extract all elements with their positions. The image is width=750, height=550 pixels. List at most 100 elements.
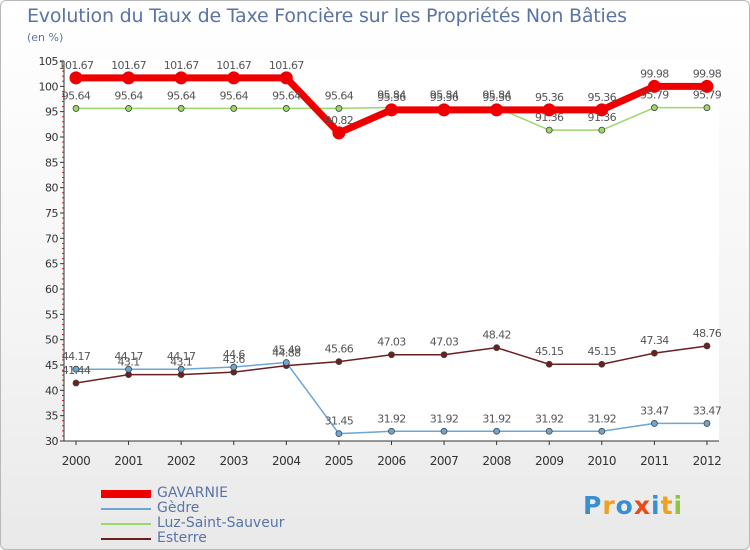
point-gavarnie xyxy=(595,103,609,117)
y-minor-tick xyxy=(62,70,64,72)
point-esterre xyxy=(598,360,606,368)
data-label-esterre: 47.03 xyxy=(377,336,406,349)
data-label-luz-saint-sauveur: 95.64 xyxy=(114,89,143,102)
y-minor-tick xyxy=(62,293,64,295)
point-g-dre xyxy=(335,430,343,438)
y-minor-tick xyxy=(62,278,64,280)
x-tick-label: 2002 xyxy=(167,454,196,468)
data-label-gavarnie: 101.67 xyxy=(111,59,146,72)
y-tick-label: 40 xyxy=(45,384,58,397)
y-minor-tick xyxy=(62,156,64,158)
point-esterre xyxy=(493,344,501,352)
y-minor-tick xyxy=(62,273,64,275)
y-tick-label: 45 xyxy=(45,359,58,372)
x-tick-label: 2010 xyxy=(588,454,617,468)
data-label-esterre: 47.34 xyxy=(640,334,669,347)
y-minor-tick xyxy=(62,334,64,336)
y-tick-label: 105 xyxy=(39,55,59,68)
y-minor-tick xyxy=(62,177,64,179)
y-tick-label: 65 xyxy=(45,258,58,271)
y-minor-tick xyxy=(62,405,64,407)
legend-item-esterre: Esterre xyxy=(101,530,341,546)
data-label-g-dre: 44.17 xyxy=(114,350,143,363)
data-label-esterre: 41.44 xyxy=(62,364,91,377)
point-g-dre xyxy=(388,427,395,435)
legend-swatch xyxy=(101,508,151,510)
legend-swatch xyxy=(101,523,151,525)
y-minor-tick xyxy=(62,394,64,396)
data-labels: 41.44 43.1 43.1 43.6 44.88 45.66 47.03 47.03 48.… xyxy=(59,59,723,428)
x-tick-label: 2001 xyxy=(114,454,143,468)
data-label-luz-saint-sauveur: 95.64 xyxy=(219,89,248,102)
data-label-esterre: 45.66 xyxy=(325,343,354,356)
legend-swatch xyxy=(101,490,151,498)
data-label-gavarnie: 90.82 xyxy=(325,114,354,127)
y-minor-tick xyxy=(62,354,64,356)
y-minor-tick xyxy=(62,435,64,437)
point-g-dre xyxy=(440,427,448,435)
data-label-luz-saint-sauveur: 95.64 xyxy=(167,89,196,102)
y-minor-tick xyxy=(62,349,64,351)
legend-label: Luz-Saint-Sauveur xyxy=(157,515,285,531)
point-esterre xyxy=(72,379,80,387)
logo-letter: i xyxy=(673,491,684,520)
data-label-esterre: 48.42 xyxy=(482,329,511,342)
y-minor-tick xyxy=(62,217,64,219)
data-label-gavarnie: 99.98 xyxy=(640,67,669,80)
y-minor-tick xyxy=(62,131,64,133)
y-tick-label: 55 xyxy=(45,308,58,321)
y-tick-label: 90 xyxy=(45,131,58,144)
y-minor-tick xyxy=(62,344,64,346)
y-tick-label: 85 xyxy=(45,156,58,169)
y-tick-label: 35 xyxy=(45,410,58,423)
y-minor-tick xyxy=(62,399,64,401)
legend-item-g-dre: Gèdre xyxy=(101,500,341,516)
point-esterre xyxy=(703,342,711,350)
point-luz-saint-sauveur xyxy=(598,126,606,134)
legend-item-gavarnie: GAVARNIE xyxy=(101,485,341,501)
data-label-gavarnie: 95.36 xyxy=(482,91,511,104)
point-luz-saint-sauveur xyxy=(545,126,553,134)
y-tick-label: 75 xyxy=(45,207,58,220)
data-label-luz-saint-sauveur: 95.64 xyxy=(272,89,301,102)
data-label-g-dre: 33.47 xyxy=(693,404,722,417)
y-minor-tick xyxy=(62,90,64,92)
y-minor-tick xyxy=(62,253,64,255)
legend: GAVARNIE Gèdre Luz-Saint-Sauveur Esterre xyxy=(101,485,341,546)
data-label-gavarnie: 101.67 xyxy=(164,59,199,72)
data-label-g-dre: 31.45 xyxy=(325,415,354,428)
y-minor-tick xyxy=(62,202,64,204)
legend-label: Esterre xyxy=(157,530,207,546)
point-g-dre xyxy=(545,427,553,435)
data-label-esterre: 48.76 xyxy=(693,327,722,340)
point-gavarnie xyxy=(332,126,346,140)
point-g-dre xyxy=(230,363,238,371)
y-minor-tick xyxy=(62,126,64,128)
data-label-esterre: 47.03 xyxy=(430,336,459,349)
data-label-g-dre: 44.17 xyxy=(167,350,196,363)
data-label-g-dre: 31.92 xyxy=(482,412,511,425)
y-minor-tick xyxy=(62,141,64,143)
y-minor-tick xyxy=(62,227,64,229)
data-label-gavarnie: 95.36 xyxy=(535,91,564,104)
point-luz-saint-sauveur xyxy=(703,104,711,112)
y-minor-tick xyxy=(62,374,64,376)
data-label-gavarnie: 101.67 xyxy=(59,59,94,72)
plot-area xyxy=(64,61,719,441)
point-gavarnie xyxy=(490,103,504,117)
data-label-luz-saint-sauveur: 95.64 xyxy=(325,89,354,102)
data-label-esterre: 43.1 xyxy=(118,356,140,369)
data-label-luz-saint-sauveur: 95.84 xyxy=(430,88,459,101)
legend-label: Gèdre xyxy=(157,500,200,516)
y-minor-tick xyxy=(62,425,64,427)
point-g-dre xyxy=(650,420,658,427)
logo-letter: i xyxy=(651,491,661,520)
y-minor-tick xyxy=(62,410,64,412)
point-gavarnie xyxy=(542,103,556,117)
x-tick-label: 2012 xyxy=(693,454,722,468)
point-g-dre xyxy=(493,427,501,435)
y-minor-tick xyxy=(62,171,64,173)
data-label-luz-saint-sauveur: 95.84 xyxy=(377,88,406,101)
y-minor-tick xyxy=(62,242,64,244)
